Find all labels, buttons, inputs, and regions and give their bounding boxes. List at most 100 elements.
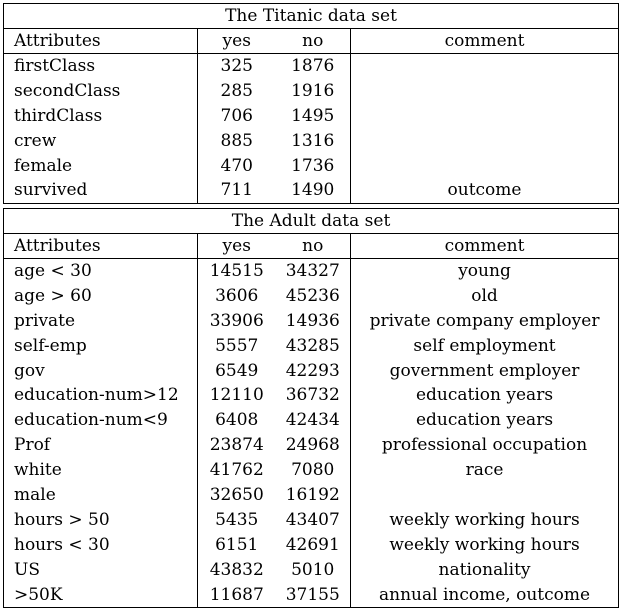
cell-no: 34327 [275, 258, 351, 284]
table-row: firstClass 325 1876 [3, 53, 619, 79]
cell-comment: young [349, 258, 620, 284]
cell-attribute: hours > 50 [3, 507, 198, 533]
cell-no: 1495 [275, 103, 351, 129]
cell-attribute: survived [3, 178, 198, 205]
cell-comment: outcome [350, 178, 619, 205]
cell-comment: weekly working hours [349, 532, 620, 558]
header-attributes: Attributes [3, 233, 198, 259]
cell-yes: 32650 [197, 483, 276, 508]
cell-comment [350, 78, 619, 104]
table-row: survived 711 1490 outcome [3, 178, 619, 205]
adult-header-row: Attributes yes no comment [3, 233, 620, 259]
adult-body: age < 30 14515 34327 young age > 60 3606 45236… [3, 258, 620, 609]
header-attributes: Attributes [3, 28, 198, 54]
cell-comment: private company employer [349, 308, 620, 334]
header-comment: comment [349, 233, 620, 259]
cell-comment [350, 128, 619, 154]
cell-yes: 706 [197, 103, 276, 129]
cell-yes: 3606 [197, 283, 276, 309]
cell-no: 14936 [275, 308, 351, 334]
cell-yes: 285 [197, 78, 276, 104]
header-no: no [275, 233, 351, 259]
table-row: Prof 23874 24968 professional occupation [3, 433, 620, 459]
cell-no: 1490 [275, 178, 351, 205]
table-row: white 41762 7080 race [3, 458, 620, 484]
table-row: thirdClass 706 1495 [3, 103, 619, 129]
cell-no: 24968 [275, 433, 351, 459]
table-row: private 33906 14936 private company employe… [3, 308, 620, 334]
cell-no: 37155 [275, 582, 351, 609]
cell-attribute: age < 30 [3, 258, 198, 284]
titanic-title: The Titanic data set [3, 3, 619, 29]
cell-no: 7080 [275, 458, 351, 484]
table-row: age < 30 14515 34327 young [3, 258, 620, 284]
cell-yes: 41762 [197, 458, 276, 484]
adult-caption-row: The Adult data set [2, 208, 620, 234]
cell-no: 45236 [275, 283, 351, 309]
cell-comment: education years [349, 408, 620, 434]
cell-attribute: self-emp [3, 333, 198, 359]
cell-yes: 885 [197, 128, 276, 154]
cell-comment: annual income, outcome [349, 582, 620, 609]
cell-comment: professional occupation [349, 433, 620, 459]
cell-attribute: gov [3, 358, 198, 384]
table-row: self-emp 5557 43285 self employment [3, 333, 620, 359]
cell-attribute: crew [3, 128, 198, 154]
cell-comment [350, 53, 619, 79]
cell-no: 43407 [275, 507, 351, 533]
table-row: US 43832 5010 nationality [3, 557, 620, 583]
table-row: education-num<9 6408 42434 education years [3, 408, 620, 434]
cell-no: 42293 [275, 358, 351, 384]
table-row: hours > 50 5435 43407 weekly working hours [3, 507, 620, 533]
cell-yes: 5435 [197, 507, 276, 533]
cell-comment: self employment [349, 333, 620, 359]
cell-no: 5010 [275, 557, 351, 583]
cell-comment [350, 153, 619, 179]
cell-yes: 33906 [197, 308, 276, 334]
table-row: crew 885 1316 [3, 128, 619, 154]
table-row: age > 60 3606 45236 old [3, 283, 620, 309]
cell-attribute: male [3, 483, 198, 508]
cell-yes: 12110 [197, 383, 276, 409]
cell-yes: 711 [197, 178, 276, 205]
header-comment: comment [350, 28, 619, 54]
cell-attribute: education-num>12 [3, 383, 198, 409]
cell-yes: 6549 [197, 358, 276, 384]
table-row: >50K 11687 37155 annual income, outcome [3, 582, 620, 609]
cell-attribute: firstClass [3, 53, 198, 79]
cell-attribute: white [3, 458, 198, 484]
cell-attribute: US [3, 557, 198, 583]
cell-comment: race [349, 458, 620, 484]
cell-comment [349, 483, 620, 508]
cell-no: 1916 [275, 78, 351, 104]
cell-no: 42434 [275, 408, 351, 434]
cell-attribute: secondClass [3, 78, 198, 104]
cell-yes: 6151 [197, 532, 276, 558]
cell-no: 16192 [275, 483, 351, 508]
table-row: education-num>12 12110 36732 education year… [3, 383, 620, 409]
header-no: no [275, 28, 351, 54]
cell-attribute: private [3, 308, 198, 334]
table-row: hours < 30 6151 42691 weekly working hours [3, 532, 620, 558]
cell-yes: 43832 [197, 557, 276, 583]
header-yes: yes [197, 28, 276, 54]
cell-comment: government employer [349, 358, 620, 384]
cell-comment: weekly working hours [349, 507, 620, 533]
cell-comment: nationality [349, 557, 620, 583]
adult-table: The Adult data set Attributes yes no com… [2, 208, 620, 609]
cell-yes: 23874 [197, 433, 276, 459]
cell-attribute: thirdClass [3, 103, 198, 129]
cell-attribute: hours < 30 [3, 532, 198, 558]
titanic-table: The Titanic data set Attributes yes no c… [3, 3, 619, 205]
cell-no: 42691 [275, 532, 351, 558]
header-yes: yes [197, 233, 276, 259]
table-row: female 470 1736 [3, 153, 619, 179]
cell-comment [350, 103, 619, 129]
cell-attribute: >50K [3, 582, 198, 609]
cell-yes: 11687 [197, 582, 276, 609]
cell-yes: 470 [197, 153, 276, 179]
cell-yes: 325 [197, 53, 276, 79]
table-row: gov 6549 42293 government employer [3, 358, 620, 384]
titanic-caption-row: The Titanic data set [3, 3, 619, 29]
